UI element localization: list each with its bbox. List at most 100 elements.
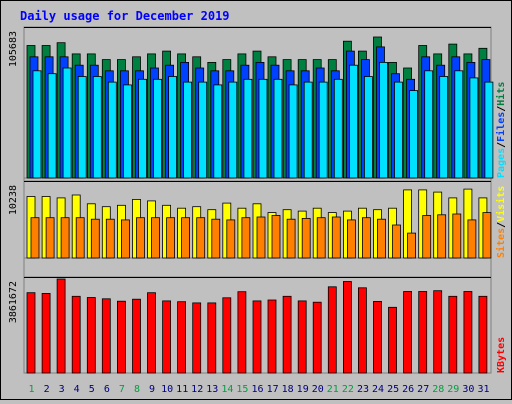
bar-pages-18 <box>288 84 298 179</box>
x-tick-label-19: 19 <box>297 384 309 395</box>
x-tick-label-16: 16 <box>251 384 263 395</box>
legend-entry: Sites <box>495 228 507 258</box>
bar-pages-22 <box>348 64 358 179</box>
bar-sites-27 <box>422 215 432 259</box>
bar-pages-7 <box>123 84 132 179</box>
bar-sites-4 <box>75 217 85 259</box>
x-tick-label-24: 24 <box>372 384 384 395</box>
x-tick-label-28: 28 <box>432 384 444 395</box>
bar-sites-26 <box>407 232 417 259</box>
x-tick-label-8: 8 <box>134 384 140 395</box>
bar-kbytes-6 <box>101 298 111 374</box>
bar-pages-11 <box>183 81 193 179</box>
bar-kbytes-13 <box>207 302 217 374</box>
bar-kbytes-10 <box>162 300 172 374</box>
x-tick-label-25: 25 <box>387 384 399 395</box>
bar-kbytes-22 <box>342 281 352 374</box>
bar-pages-19 <box>303 81 313 179</box>
bar-sites-9 <box>151 217 160 259</box>
bar-pages-30 <box>469 77 479 179</box>
bar-kbytes-16 <box>252 300 262 374</box>
panel-max-label-bottom: 3861672 <box>8 281 19 323</box>
bar-kbytes-4 <box>71 295 81 374</box>
x-tick-label-10: 10 <box>161 384 173 395</box>
bar-kbytes-19 <box>297 300 307 374</box>
bar-pages-27 <box>424 70 434 179</box>
bar-pages-10 <box>168 76 178 179</box>
panel-legend-bottom: KBytes <box>496 337 507 373</box>
bar-pages-20 <box>318 81 328 179</box>
x-tick-label-4: 4 <box>74 384 80 395</box>
legend-entry: Hits <box>495 82 507 106</box>
x-tick-label-13: 13 <box>206 384 218 395</box>
legend-entry: / <box>496 142 507 148</box>
bar-sites-31 <box>482 212 492 259</box>
bar-pages-26 <box>409 90 419 179</box>
bar-sites-10 <box>166 217 176 259</box>
bar-sites-17 <box>271 215 281 259</box>
bar-kbytes-28 <box>433 290 443 374</box>
x-tick-label-21: 21 <box>327 384 339 395</box>
bar-pages-23 <box>363 76 373 179</box>
bar-kbytes-7 <box>117 300 126 374</box>
bar-kbytes-23 <box>357 287 367 374</box>
bar-pages-5 <box>92 76 102 179</box>
legend-entry: KBytes <box>496 337 507 373</box>
x-tick-label-3: 3 <box>59 384 65 395</box>
bar-pages-14 <box>228 81 238 179</box>
bar-sites-25 <box>392 224 401 259</box>
panel-legend-top: Pages/Files/Hits <box>495 82 507 178</box>
x-tick-label-20: 20 <box>312 384 324 395</box>
bar-sites-30 <box>467 219 477 259</box>
chart-plot-area: 105683Pages/Files/Hits10238Sites/Visits3… <box>8 26 507 395</box>
bar-kbytes-1 <box>26 292 36 374</box>
legend-entry: Files <box>495 112 507 142</box>
bar-kbytes-18 <box>282 295 292 374</box>
bar-pages-1 <box>32 70 42 179</box>
bar-pages-17 <box>273 78 283 179</box>
bar-pages-15 <box>243 78 253 179</box>
x-tick-label-27: 27 <box>417 384 429 395</box>
bar-kbytes-11 <box>177 301 187 374</box>
bar-sites-15 <box>241 217 251 259</box>
chart-title: Daily usage for December 2019 <box>20 9 230 23</box>
x-tick-label-6: 6 <box>104 384 110 395</box>
x-tick-label-12: 12 <box>191 384 203 395</box>
bar-kbytes-21 <box>327 286 337 374</box>
x-tick-label-7: 7 <box>119 384 125 395</box>
bar-kbytes-14 <box>222 297 232 374</box>
x-tick-label-30: 30 <box>462 384 474 395</box>
bar-sites-1 <box>30 217 40 259</box>
x-tick-label-22: 22 <box>342 384 354 395</box>
bar-pages-29 <box>454 70 464 179</box>
bar-sites-12 <box>196 217 206 259</box>
bar-sites-11 <box>181 217 191 259</box>
bar-sites-18 <box>286 218 296 259</box>
bar-pages-12 <box>198 81 208 179</box>
x-tick-label-14: 14 <box>221 384 233 395</box>
bar-kbytes-3 <box>56 278 66 374</box>
bar-kbytes-17 <box>267 299 277 374</box>
x-tick-label-17: 17 <box>267 384 279 395</box>
bar-sites-6 <box>105 218 115 259</box>
bar-sites-20 <box>316 217 326 259</box>
bar-kbytes-20 <box>312 301 322 374</box>
bar-sites-16 <box>256 216 266 259</box>
legend-entry: Pages <box>496 148 507 178</box>
x-tick-label-9: 9 <box>149 384 155 395</box>
bar-pages-3 <box>62 67 72 179</box>
bar-pages-28 <box>439 76 449 179</box>
bar-pages-31 <box>484 81 494 179</box>
bar-kbytes-27 <box>418 291 428 374</box>
panel-legend-middle: Sites/Visits <box>495 186 507 258</box>
legend-entry: Visits <box>495 186 507 222</box>
x-tick-label-31: 31 <box>477 384 489 395</box>
bar-pages-24 <box>379 62 388 179</box>
x-tick-label-23: 23 <box>357 384 369 395</box>
bar-kbytes-31 <box>478 295 488 374</box>
bar-sites-2 <box>45 217 55 259</box>
bar-kbytes-5 <box>86 297 96 374</box>
bar-sites-14 <box>226 219 236 259</box>
bar-pages-16 <box>258 78 268 179</box>
